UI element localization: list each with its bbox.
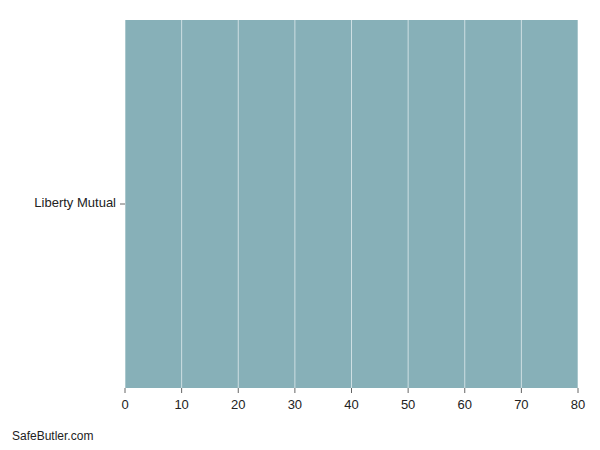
grid-line bbox=[181, 20, 182, 388]
tick-label: 40 bbox=[344, 397, 358, 412]
grid-line bbox=[294, 20, 295, 388]
tick-mark bbox=[238, 388, 239, 393]
grid-line bbox=[351, 20, 352, 388]
tick-label: 0 bbox=[121, 397, 128, 412]
tick-mark bbox=[120, 204, 125, 205]
chart-svg: 0 10 20 30 40 50 60 70 80 Liberty Mutual SafeButle… bbox=[0, 0, 600, 450]
tick-mark bbox=[578, 388, 579, 393]
bars bbox=[125, 20, 578, 388]
y-axis: Liberty Mutual bbox=[34, 195, 125, 210]
grid-line bbox=[464, 20, 465, 388]
grid bbox=[125, 20, 578, 388]
x-axis: 0 10 20 30 40 50 60 70 80 bbox=[121, 388, 585, 412]
tick-label: 20 bbox=[231, 397, 245, 412]
grid-line bbox=[408, 20, 409, 388]
tick-mark bbox=[408, 388, 409, 393]
chart-container: 0 10 20 30 40 50 60 70 80 Liberty Mutual SafeButle… bbox=[0, 0, 600, 450]
tick-label: 70 bbox=[514, 397, 528, 412]
tick-mark bbox=[294, 388, 295, 393]
tick-label: 50 bbox=[401, 397, 415, 412]
category-label: Liberty Mutual bbox=[34, 195, 116, 210]
tick-label: 30 bbox=[288, 397, 302, 412]
tick-mark bbox=[351, 388, 352, 393]
tick-label: 80 bbox=[571, 397, 585, 412]
tick-mark bbox=[125, 388, 126, 393]
tick-mark bbox=[181, 388, 182, 393]
tick-mark bbox=[464, 388, 465, 393]
grid-line bbox=[578, 20, 579, 388]
tick-label: 10 bbox=[174, 397, 188, 412]
tick-mark bbox=[521, 388, 522, 393]
grid-line bbox=[238, 20, 239, 388]
bar bbox=[125, 20, 578, 388]
tick-label: 60 bbox=[458, 397, 472, 412]
watermark: SafeButler.com bbox=[12, 429, 93, 443]
grid-line bbox=[521, 20, 522, 388]
